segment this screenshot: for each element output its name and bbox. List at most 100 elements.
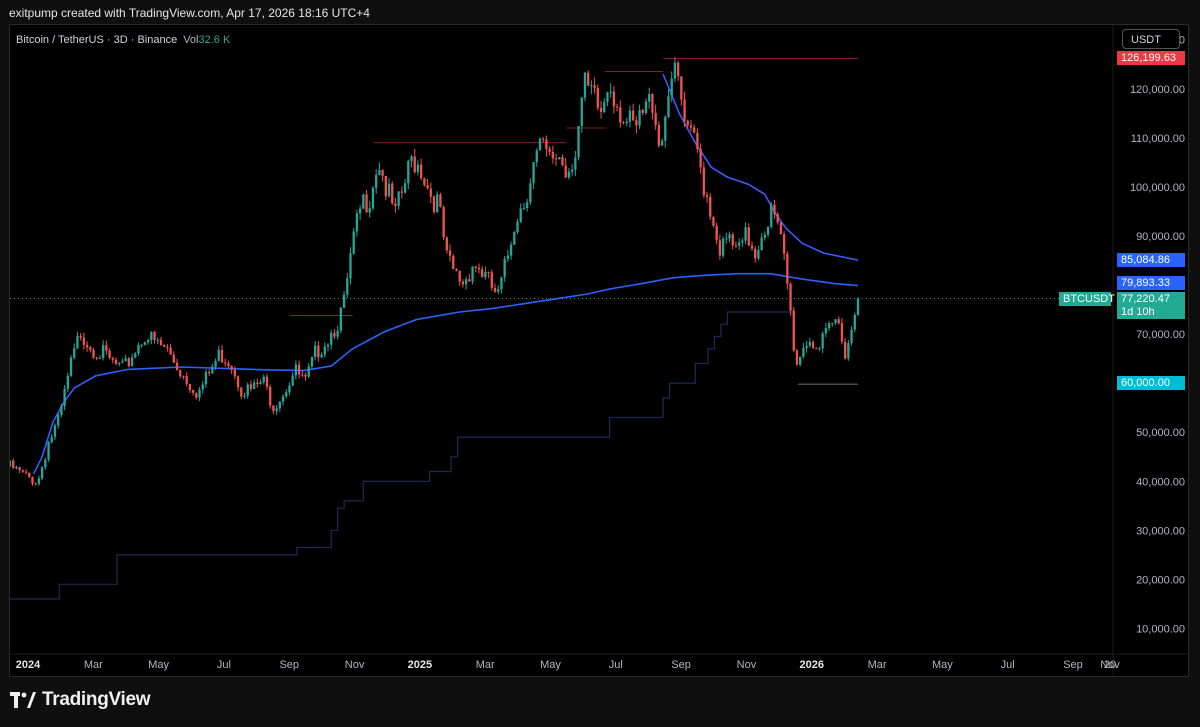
candle-body bbox=[127, 358, 131, 367]
candle-body bbox=[146, 340, 150, 343]
candle bbox=[82, 332, 86, 350]
candle-body bbox=[118, 362, 121, 364]
candle bbox=[445, 236, 449, 254]
candle bbox=[365, 190, 368, 213]
x-axis-tick-label: Jul bbox=[1001, 659, 1015, 671]
candle-body bbox=[407, 161, 410, 184]
candle bbox=[236, 375, 240, 392]
chart-panel[interactable]: 10,000.00 20,000.00 30,000.00 40,000.00 50,0… bbox=[9, 24, 1189, 677]
candle bbox=[648, 87, 651, 109]
candle-body bbox=[593, 85, 596, 88]
candle bbox=[204, 369, 208, 388]
candle bbox=[487, 271, 490, 279]
price-chart[interactable]: 10,000.00 20,000.00 30,000.00 40,000.00 50,0… bbox=[10, 25, 1188, 676]
candle-body bbox=[693, 127, 696, 133]
candle-body bbox=[567, 171, 571, 178]
candle-body bbox=[477, 267, 481, 270]
candle bbox=[452, 254, 455, 270]
candle-body bbox=[358, 208, 362, 214]
floor-line bbox=[10, 311, 794, 600]
candle-body bbox=[709, 196, 712, 217]
candle bbox=[484, 266, 487, 280]
candle bbox=[265, 373, 269, 391]
chart-caption: exitpump created with TradingView.com, A… bbox=[9, 6, 370, 20]
y-axis-tick-label: 60,000.00 bbox=[1136, 378, 1185, 390]
candle-body bbox=[680, 76, 683, 100]
candle-body bbox=[747, 227, 750, 246]
candle bbox=[773, 199, 776, 219]
candle-body bbox=[786, 253, 789, 284]
candle-body bbox=[378, 169, 381, 175]
candle-body bbox=[538, 138, 542, 151]
candle bbox=[680, 76, 683, 106]
candle bbox=[371, 185, 375, 211]
candle bbox=[840, 318, 844, 345]
candle bbox=[811, 340, 815, 349]
candle bbox=[609, 83, 612, 98]
candle bbox=[664, 115, 667, 148]
candle bbox=[233, 366, 237, 380]
candle-body bbox=[644, 101, 648, 114]
candle bbox=[715, 222, 718, 245]
candle-body bbox=[92, 349, 95, 358]
candle bbox=[522, 202, 526, 210]
candle-body bbox=[455, 269, 458, 271]
candle-body bbox=[259, 382, 262, 384]
candle-body bbox=[580, 97, 583, 127]
candle-body bbox=[204, 371, 208, 385]
candle bbox=[529, 178, 532, 205]
candle-body bbox=[214, 360, 217, 367]
candle bbox=[509, 241, 513, 260]
candle-body bbox=[545, 139, 548, 149]
currency-button[interactable]: USDT bbox=[1122, 29, 1180, 49]
candle bbox=[477, 263, 481, 274]
candle bbox=[580, 96, 583, 133]
candle bbox=[163, 344, 166, 348]
candle bbox=[551, 145, 555, 164]
candle-body bbox=[256, 382, 259, 384]
candle bbox=[101, 340, 105, 361]
candle bbox=[567, 168, 571, 180]
candle bbox=[834, 318, 837, 326]
candle-body bbox=[114, 359, 118, 364]
candle-body bbox=[506, 255, 510, 259]
candle-body bbox=[827, 323, 831, 328]
candle-body bbox=[702, 167, 705, 196]
candle bbox=[763, 231, 767, 241]
candle bbox=[220, 345, 224, 363]
candle-body bbox=[516, 221, 519, 233]
candle bbox=[89, 345, 92, 353]
candle-body bbox=[525, 202, 529, 209]
candle-body bbox=[737, 242, 741, 246]
candle-body bbox=[599, 107, 603, 112]
candle-body bbox=[445, 237, 449, 251]
candle-body bbox=[339, 307, 343, 331]
candle-body bbox=[66, 375, 69, 389]
candle bbox=[731, 232, 734, 250]
symbol-title: Bitcoin / TetherUS · 3D · Binance bbox=[16, 34, 178, 46]
candle-body bbox=[182, 375, 185, 377]
candle-body bbox=[776, 213, 779, 223]
x-axis-tick-label: Mar bbox=[476, 659, 495, 671]
candle bbox=[304, 372, 307, 381]
candle-body bbox=[69, 357, 73, 376]
candle bbox=[188, 383, 192, 393]
candle-body bbox=[317, 345, 320, 358]
x-axis-tick-label: Jul bbox=[217, 659, 231, 671]
candle bbox=[506, 249, 510, 262]
candle-body bbox=[63, 388, 66, 407]
candle-body bbox=[808, 342, 811, 346]
candle-body bbox=[837, 319, 840, 324]
x-axis-tick-label: Sep bbox=[279, 659, 299, 671]
candle bbox=[593, 77, 596, 94]
candle bbox=[127, 356, 131, 368]
candle-body bbox=[673, 62, 677, 79]
candle-body bbox=[432, 196, 436, 213]
candle-body bbox=[705, 195, 709, 197]
candle bbox=[358, 204, 362, 221]
candle bbox=[734, 241, 738, 249]
candle bbox=[330, 329, 333, 350]
candle bbox=[294, 360, 298, 380]
candle-body bbox=[631, 110, 635, 121]
candle bbox=[497, 285, 500, 295]
